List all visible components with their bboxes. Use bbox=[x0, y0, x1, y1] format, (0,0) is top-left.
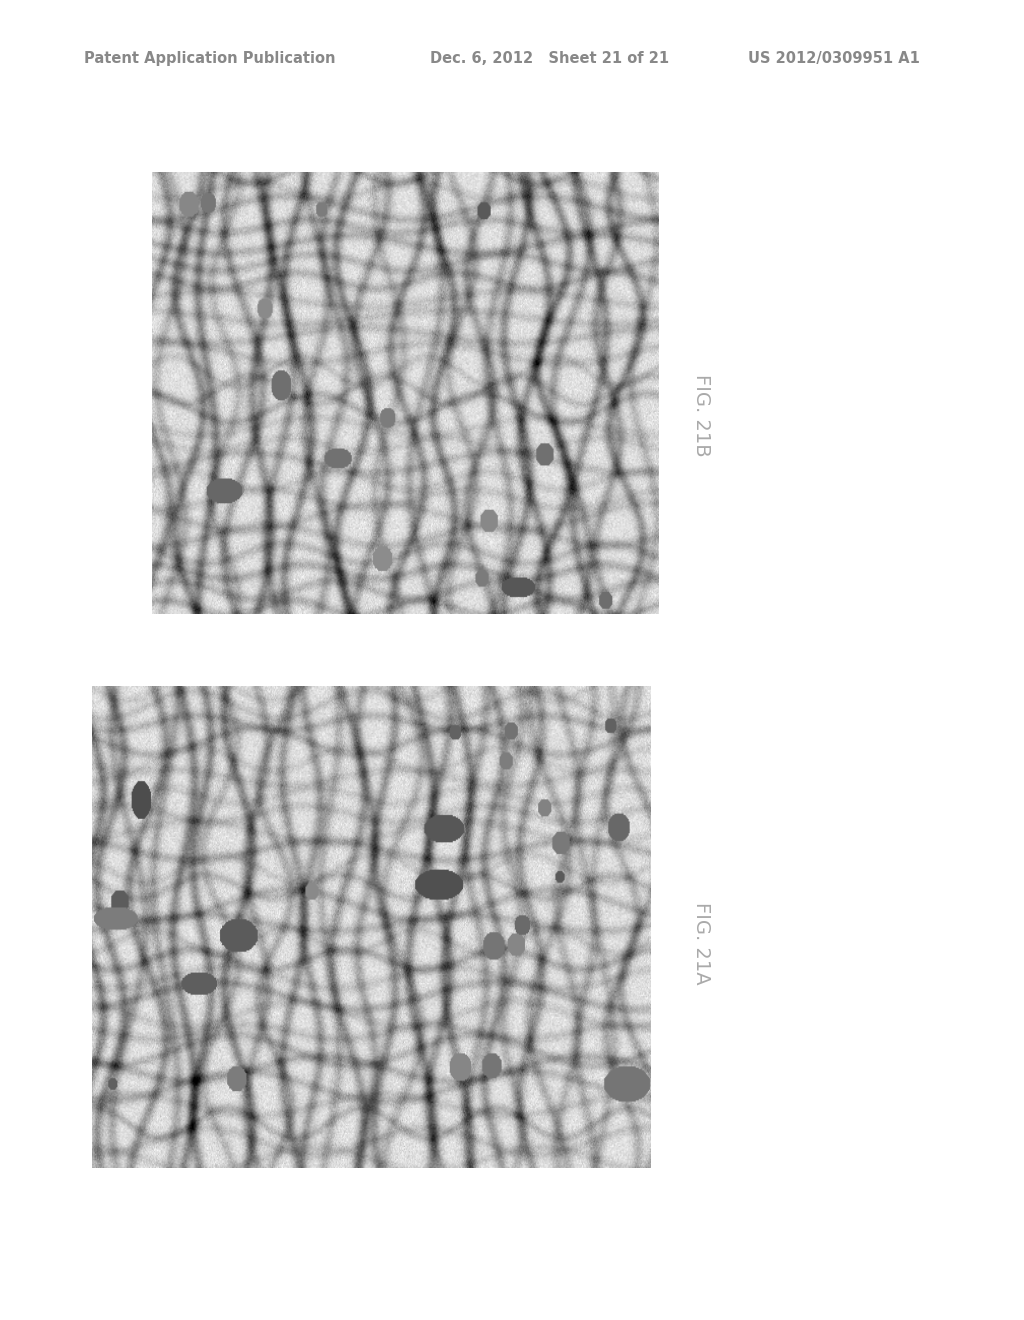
Text: Patent Application Publication: Patent Application Publication bbox=[84, 50, 336, 66]
Text: Dec. 6, 2012   Sheet 21 of 21: Dec. 6, 2012 Sheet 21 of 21 bbox=[430, 50, 670, 66]
Text: FIG. 21B: FIG. 21B bbox=[692, 375, 711, 457]
Text: US 2012/0309951 A1: US 2012/0309951 A1 bbox=[748, 50, 920, 66]
Text: FIG. 21A: FIG. 21A bbox=[692, 903, 711, 985]
